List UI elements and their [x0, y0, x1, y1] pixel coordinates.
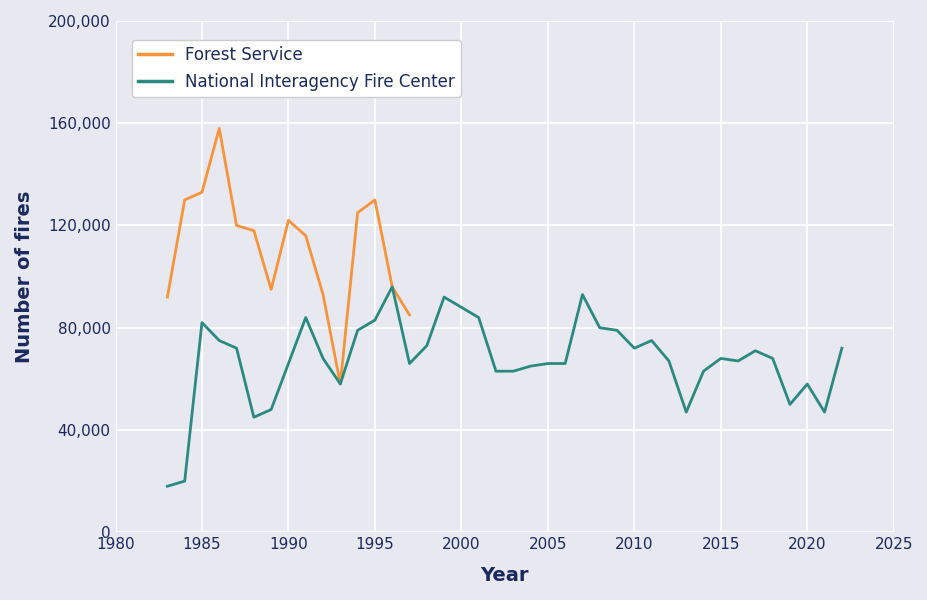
National Interagency Fire Center	[819, 409, 830, 416]
National Interagency Fire Center	[783, 401, 794, 408]
Line: National Interagency Fire Center: National Interagency Fire Center	[167, 287, 841, 486]
National Interagency Fire Center	[679, 409, 691, 416]
National Interagency Fire Center	[525, 362, 536, 370]
Forest Service	[231, 222, 242, 229]
Forest Service	[317, 291, 328, 298]
Y-axis label: Number of fires: Number of fires	[15, 190, 34, 363]
Forest Service	[161, 293, 172, 301]
National Interagency Fire Center	[801, 380, 812, 388]
Forest Service	[265, 286, 276, 293]
National Interagency Fire Center	[179, 478, 190, 485]
National Interagency Fire Center	[455, 304, 466, 311]
National Interagency Fire Center	[577, 291, 588, 298]
Forest Service	[387, 283, 398, 290]
National Interagency Fire Center	[335, 380, 346, 388]
National Interagency Fire Center	[663, 358, 674, 365]
Forest Service	[351, 209, 362, 217]
National Interagency Fire Center	[299, 314, 311, 321]
Forest Service	[197, 188, 208, 196]
National Interagency Fire Center	[559, 360, 570, 367]
Forest Service	[248, 227, 260, 234]
National Interagency Fire Center	[611, 327, 622, 334]
National Interagency Fire Center	[767, 355, 778, 362]
National Interagency Fire Center	[473, 314, 484, 321]
National Interagency Fire Center	[231, 344, 242, 352]
National Interagency Fire Center	[749, 347, 760, 355]
Legend: Forest Service, National Interagency Fire Center: Forest Service, National Interagency Fir…	[132, 40, 461, 97]
National Interagency Fire Center	[248, 413, 260, 421]
National Interagency Fire Center	[541, 360, 552, 367]
National Interagency Fire Center	[387, 283, 398, 290]
National Interagency Fire Center	[351, 327, 362, 334]
Forest Service	[299, 232, 311, 239]
National Interagency Fire Center	[697, 368, 708, 375]
Forest Service	[403, 311, 414, 319]
Forest Service	[213, 125, 224, 132]
Forest Service	[369, 196, 380, 203]
National Interagency Fire Center	[421, 342, 432, 349]
National Interagency Fire Center	[507, 368, 518, 375]
Line: Forest Service: Forest Service	[167, 128, 409, 384]
Forest Service	[179, 196, 190, 203]
National Interagency Fire Center	[369, 316, 380, 323]
National Interagency Fire Center	[438, 293, 450, 301]
National Interagency Fire Center	[731, 358, 743, 365]
National Interagency Fire Center	[197, 319, 208, 326]
National Interagency Fire Center	[629, 344, 640, 352]
X-axis label: Year: Year	[480, 566, 528, 585]
Forest Service	[283, 217, 294, 224]
National Interagency Fire Center	[265, 406, 276, 413]
National Interagency Fire Center	[645, 337, 656, 344]
Forest Service	[335, 380, 346, 388]
National Interagency Fire Center	[213, 337, 224, 344]
National Interagency Fire Center	[835, 344, 846, 352]
National Interagency Fire Center	[715, 355, 726, 362]
National Interagency Fire Center	[489, 368, 501, 375]
National Interagency Fire Center	[403, 360, 414, 367]
National Interagency Fire Center	[161, 482, 172, 490]
National Interagency Fire Center	[593, 324, 604, 331]
National Interagency Fire Center	[283, 360, 294, 367]
National Interagency Fire Center	[317, 355, 328, 362]
